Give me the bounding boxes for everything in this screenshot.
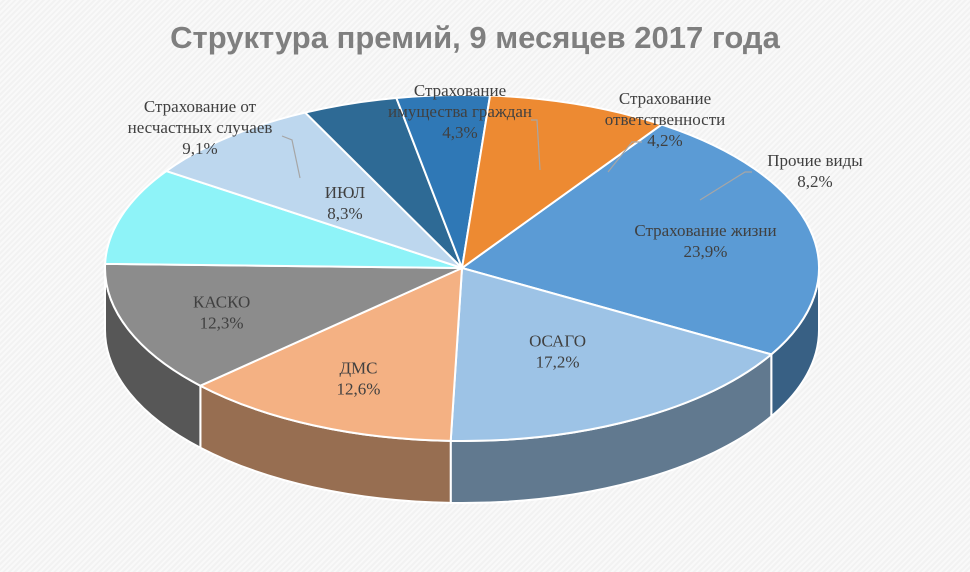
slice-label-0: Страхование жизни 23,9% [634,221,776,261]
leader-line-4 [281,135,301,179]
chart-title: Структура премий, 9 месяцев 2017 года [170,20,780,55]
leader-line-7 [607,141,642,173]
slice-labels: Страхование жизни 23,9% ОСАГО 17,2% ДМС 12,6%… [128,81,864,399]
pie-slice-8 [460,94,664,271]
pie-sides [104,267,820,504]
pie-slice-1 [449,266,774,442]
slice-label-4: Страхование от несчастных случаев 9,1% [128,97,273,158]
leader-line-6 [531,119,541,171]
pie-slice-3 [104,262,463,387]
slice-label-2: ДМС 12,6% [337,359,381,399]
pie-slice-4 [104,169,463,269]
slice-label-7: Страхование ответственности 4,2% [605,89,725,150]
leader-line-8 [699,171,752,201]
slice-label-6: Страхование имущества граждан 4,3% [388,81,532,142]
pie-slice-5 [164,111,463,269]
pie-slice-2 [198,266,464,442]
leader-lines [281,119,752,201]
pie-slices [104,94,820,442]
slice-label-3: КАСКО 12,3% [193,293,250,333]
slice-label-1: ОСАГО 17,2% [529,332,586,372]
slice-label-5: ИЮЛ 8,3% [325,183,366,223]
slice-label-8: Прочие виды 8,2% [767,151,863,191]
